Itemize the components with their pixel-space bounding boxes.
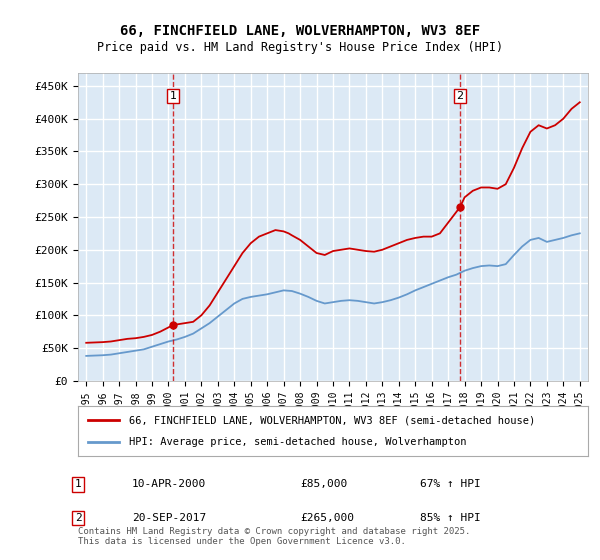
Text: 85% ↑ HPI: 85% ↑ HPI	[420, 513, 481, 523]
Text: 66, FINCHFIELD LANE, WOLVERHAMPTON, WV3 8EF: 66, FINCHFIELD LANE, WOLVERHAMPTON, WV3 …	[120, 24, 480, 38]
Text: 2: 2	[74, 513, 82, 523]
Text: £85,000: £85,000	[300, 479, 347, 489]
Text: £265,000: £265,000	[300, 513, 354, 523]
Text: 1: 1	[74, 479, 82, 489]
Text: 20-SEP-2017: 20-SEP-2017	[132, 513, 206, 523]
Text: 10-APR-2000: 10-APR-2000	[132, 479, 206, 489]
Text: 66, FINCHFIELD LANE, WOLVERHAMPTON, WV3 8EF (semi-detached house): 66, FINCHFIELD LANE, WOLVERHAMPTON, WV3 …	[129, 415, 535, 425]
Text: Price paid vs. HM Land Registry's House Price Index (HPI): Price paid vs. HM Land Registry's House …	[97, 41, 503, 54]
Text: HPI: Average price, semi-detached house, Wolverhampton: HPI: Average price, semi-detached house,…	[129, 437, 467, 447]
Text: Contains HM Land Registry data © Crown copyright and database right 2025.
This d: Contains HM Land Registry data © Crown c…	[78, 526, 470, 546]
Text: 1: 1	[169, 91, 176, 101]
Text: 2: 2	[457, 91, 464, 101]
Text: 67% ↑ HPI: 67% ↑ HPI	[420, 479, 481, 489]
